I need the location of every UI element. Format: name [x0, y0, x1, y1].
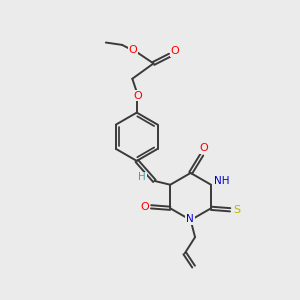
- Text: S: S: [233, 205, 240, 215]
- Text: H: H: [138, 172, 146, 182]
- Text: O: O: [133, 91, 142, 100]
- Text: N: N: [186, 214, 194, 224]
- Text: O: O: [140, 202, 149, 212]
- Text: O: O: [200, 143, 208, 153]
- Text: O: O: [171, 46, 179, 56]
- Text: NH: NH: [214, 176, 229, 186]
- Text: O: O: [128, 45, 137, 55]
